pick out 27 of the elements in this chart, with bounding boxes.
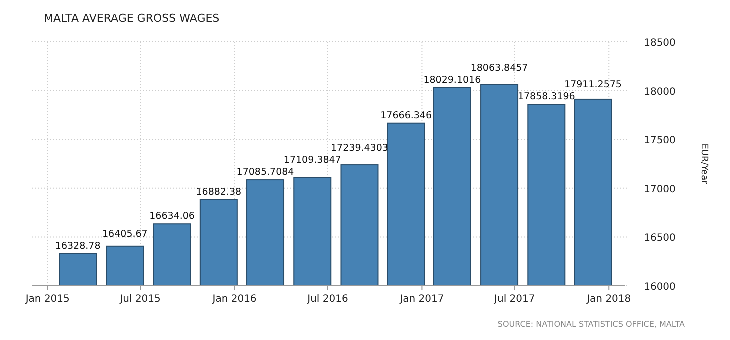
y-tick-label: 17000	[644, 184, 676, 196]
data-label: 17085.7084	[236, 167, 294, 178]
data-label: 18063.8457	[470, 62, 528, 74]
data-label: 17858.3196	[518, 92, 576, 103]
y-tick-label: 18500	[644, 38, 676, 49]
data-label: 16328.78	[55, 240, 101, 252]
y-tick-label: 16000	[644, 282, 676, 293]
chart-title: MALTA AVERAGE GROSS WAGES	[44, 12, 220, 25]
x-tick-label: Jul 2017	[494, 294, 536, 305]
data-label: 17666.346	[380, 110, 432, 122]
x-tick-label: Jul 2016	[306, 294, 348, 305]
x-tick-label: Jan 2017	[399, 294, 444, 305]
data-label: 17911.2575	[564, 80, 622, 91]
data-label: 17109.3847	[284, 155, 342, 166]
y-tick-label: 17500	[644, 136, 676, 147]
y-tick-label: 18000	[644, 86, 676, 98]
x-tick-label: Jan 2018	[586, 294, 632, 305]
x-tick-label: Jul 2015	[119, 294, 161, 305]
data-label: 16405.67	[102, 228, 148, 240]
x-tick-label: Jan 2016	[212, 294, 257, 305]
source-note: SOURCE: NATIONAL STATISTICS OFFICE, MALTA	[498, 320, 686, 329]
data-label: 16634.06	[150, 211, 195, 222]
y-tick-label: 16500	[644, 233, 676, 244]
data-label: 16882.38	[196, 186, 242, 198]
y-axis-title: EUR/Year	[699, 144, 709, 185]
data-label: 18029.1016	[424, 74, 482, 86]
x-tick-label: Jan 2015	[24, 294, 70, 305]
